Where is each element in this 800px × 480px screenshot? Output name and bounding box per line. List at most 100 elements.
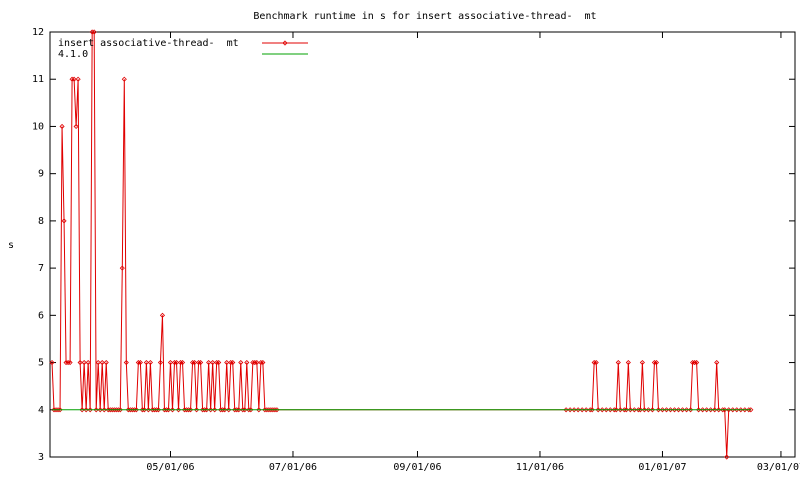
point-marker [91,29,97,35]
point-marker [244,359,250,366]
point-marker [222,407,228,413]
point-marker [87,407,93,413]
point-marker [607,407,613,413]
point-marker [248,407,254,413]
point-marker [226,407,232,413]
point-marker [179,359,186,366]
point-marker [127,407,133,413]
point-marker [103,359,109,366]
point-marker [603,407,609,413]
point-marker [198,359,204,366]
point-marker [79,407,85,413]
point-marker [202,407,208,413]
point-marker [167,359,174,366]
point-marker [216,359,222,366]
point-marker [115,407,121,413]
point-marker [159,312,166,318]
point-marker [121,76,127,82]
point-marker [196,359,202,366]
point-marker [714,359,720,366]
point-marker [679,407,686,413]
point-marker [93,407,99,413]
point-marker [627,407,633,413]
point-marker [175,407,182,413]
legend-label: insert associative-thread- mt [58,38,239,49]
point-marker [254,359,260,366]
point-marker [567,407,573,413]
x-tick-label: 03/01/07 [757,462,800,473]
point-marker [625,359,631,366]
point-marker [125,407,131,413]
point-marker [236,407,242,413]
legend-label: 4.1.0 [58,49,88,60]
point-marker [220,407,226,413]
point-marker [613,407,619,413]
point-marker [105,407,111,413]
point-marker [117,407,123,413]
point-marker [667,407,674,413]
point-marker [256,407,262,413]
point-marker [55,407,61,413]
point-marker [147,359,153,366]
point-marker [663,407,670,413]
point-marker [192,359,198,366]
point-marker [145,407,151,413]
point-marker [171,359,178,366]
point-marker [234,407,240,413]
point-marker [675,407,682,413]
point-marker [73,123,79,130]
x-tick-label: 09/01/06 [393,462,441,473]
point-marker [177,359,184,366]
point-marker [635,407,641,413]
point-marker [724,454,730,460]
point-marker [593,359,599,366]
x-tick-label: 11/01/06 [516,462,564,473]
x-tick-label: 01/01/07 [638,462,686,473]
point-marker [266,407,272,413]
point-marker [615,359,621,366]
point-marker [260,359,266,366]
point-marker [141,407,147,413]
point-marker [637,407,643,413]
point-marker [589,407,595,413]
point-marker [274,407,280,413]
series-line [51,31,751,458]
point-marker [272,407,278,413]
x-tick-label: 05/01/06 [146,462,194,473]
y-tick-label: 3 [38,452,44,463]
point-marker [246,407,252,413]
point-marker [109,407,115,413]
point-marker [720,407,726,413]
point-marker [101,407,107,413]
y-tick-label: 9 [38,169,44,180]
point-marker [214,359,220,366]
point-marker [708,407,714,413]
y-tick-label: 8 [38,216,44,227]
point-marker [694,359,700,366]
point-marker [575,407,581,413]
point-marker [185,407,192,413]
point-marker [571,407,577,413]
point-marker [57,407,63,413]
point-marker [230,359,236,366]
point-marker [583,407,589,413]
y-tick-label: 7 [38,263,44,274]
point-marker [262,407,268,413]
point-marker [579,407,585,413]
point-marker [228,359,234,366]
point-marker [153,407,159,413]
legend-marker [282,40,288,46]
point-marker [157,359,164,366]
point-marker [63,359,69,366]
x-tick-label: 07/01/06 [269,462,317,473]
point-marker [631,407,637,413]
y-tick-label: 4 [38,405,44,416]
point-marker [218,407,224,413]
point-marker [649,407,655,413]
y-tick-label: 11 [32,74,44,85]
point-marker [238,359,244,366]
point-marker [563,407,569,413]
point-marker [65,359,71,366]
point-marker [200,407,206,413]
point-marker [595,407,601,413]
